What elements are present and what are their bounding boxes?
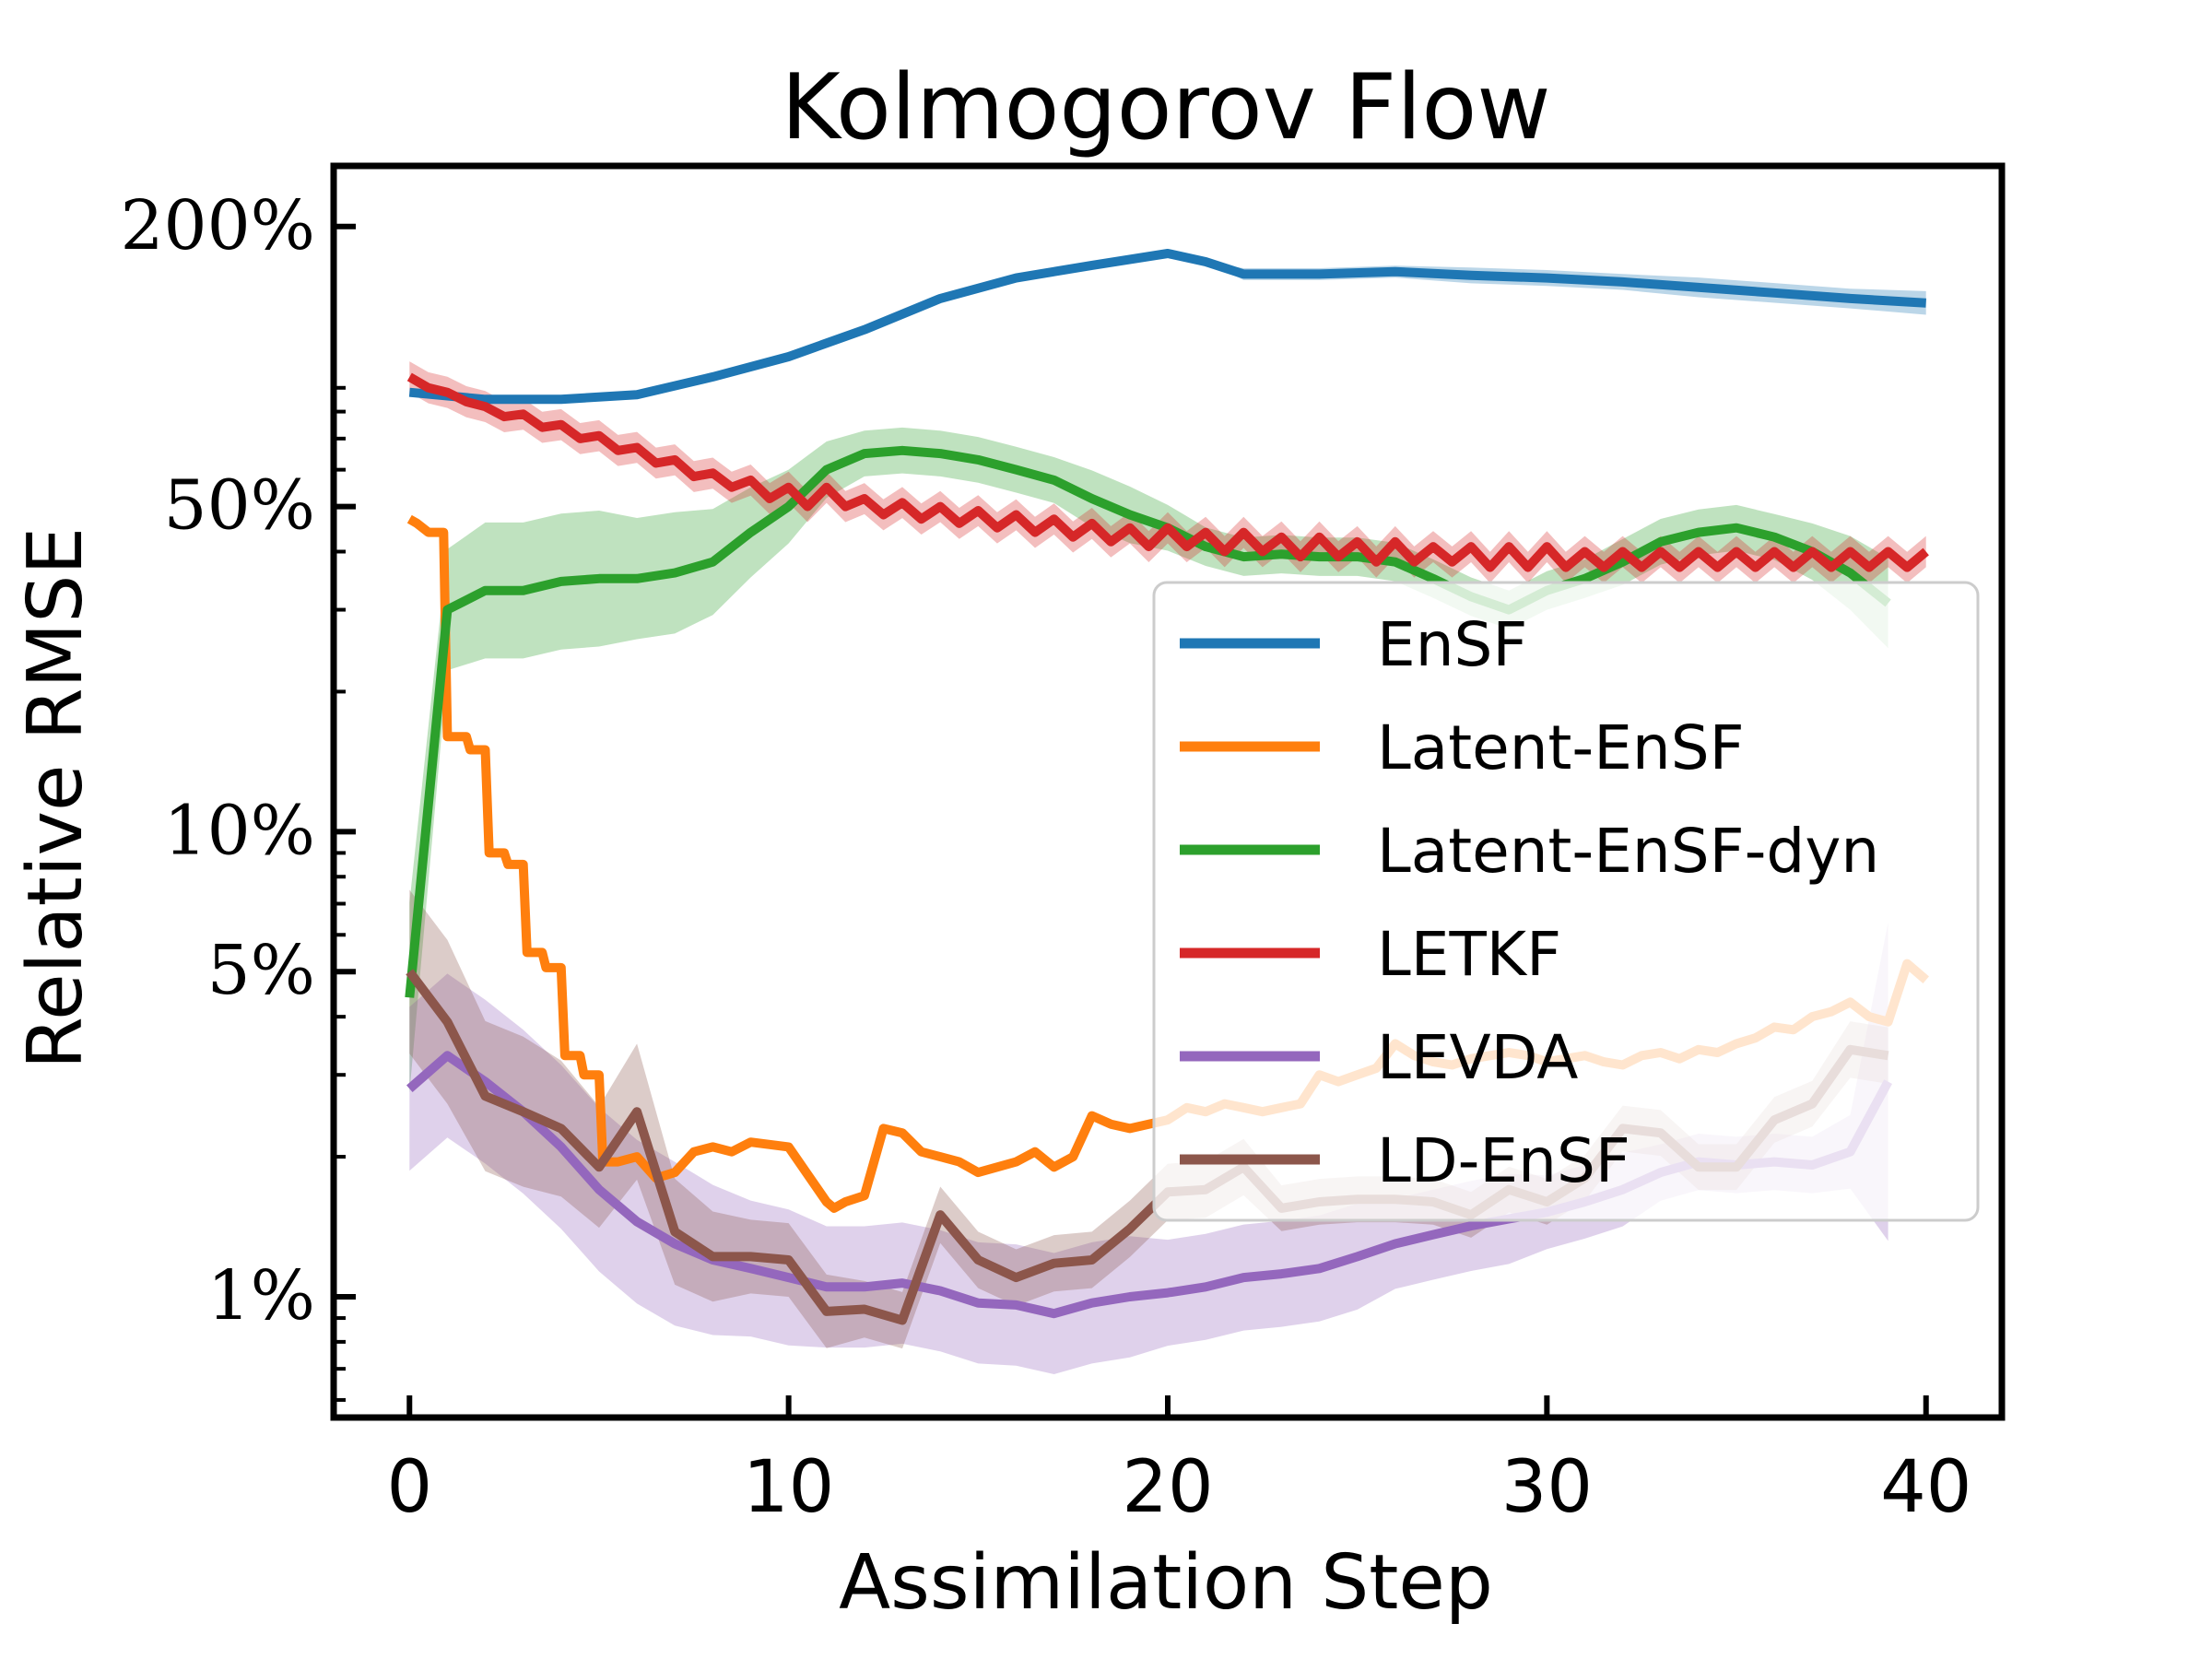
legend: EnSF Latent-EnSF Latent-EnSF-dyn LETKF LEVDA… (1152, 581, 1980, 1222)
x-tick-label: 40 (1880, 1446, 1971, 1529)
legend-entry: Latent-EnSF-dyn (1377, 816, 1879, 887)
x-tick-label: 0 (386, 1446, 432, 1529)
chart-title: Kolmogorov Flow (781, 55, 1550, 160)
y-tick-label: 50% (164, 466, 315, 546)
band-ld-ensf (409, 889, 1888, 1349)
y-axis-label: Relative RMSE (12, 527, 100, 1069)
x-tick-label: 20 (1122, 1446, 1213, 1529)
legend-entry: LETKF (1377, 919, 1561, 990)
line-latent-ensf-dyn (405, 445, 1891, 998)
x-tick-label: 30 (1501, 1446, 1593, 1529)
y-tick-label: 5% (207, 931, 315, 1010)
x-tick-label: 10 (743, 1446, 834, 1529)
y-tick-label: 1% (207, 1256, 315, 1335)
legend-box (1152, 581, 1980, 1222)
x-axis-label: Assimilation Step (839, 1539, 1493, 1627)
legend-entry: LEVDA (1377, 1022, 1578, 1093)
legend-entry: EnSF (1377, 609, 1527, 680)
line-letkf (406, 372, 1929, 572)
legend-entry: Latent-EnSF (1377, 712, 1745, 783)
line-ensf (408, 249, 1926, 405)
axes: 0 10 20 30 40 1% 5% 10% 50% 200% (120, 162, 2006, 1529)
y-tick-label: 10% (164, 791, 315, 870)
y-tick-label: 200% (120, 186, 315, 265)
legend-entry: LD-EnSF (1377, 1125, 1630, 1196)
